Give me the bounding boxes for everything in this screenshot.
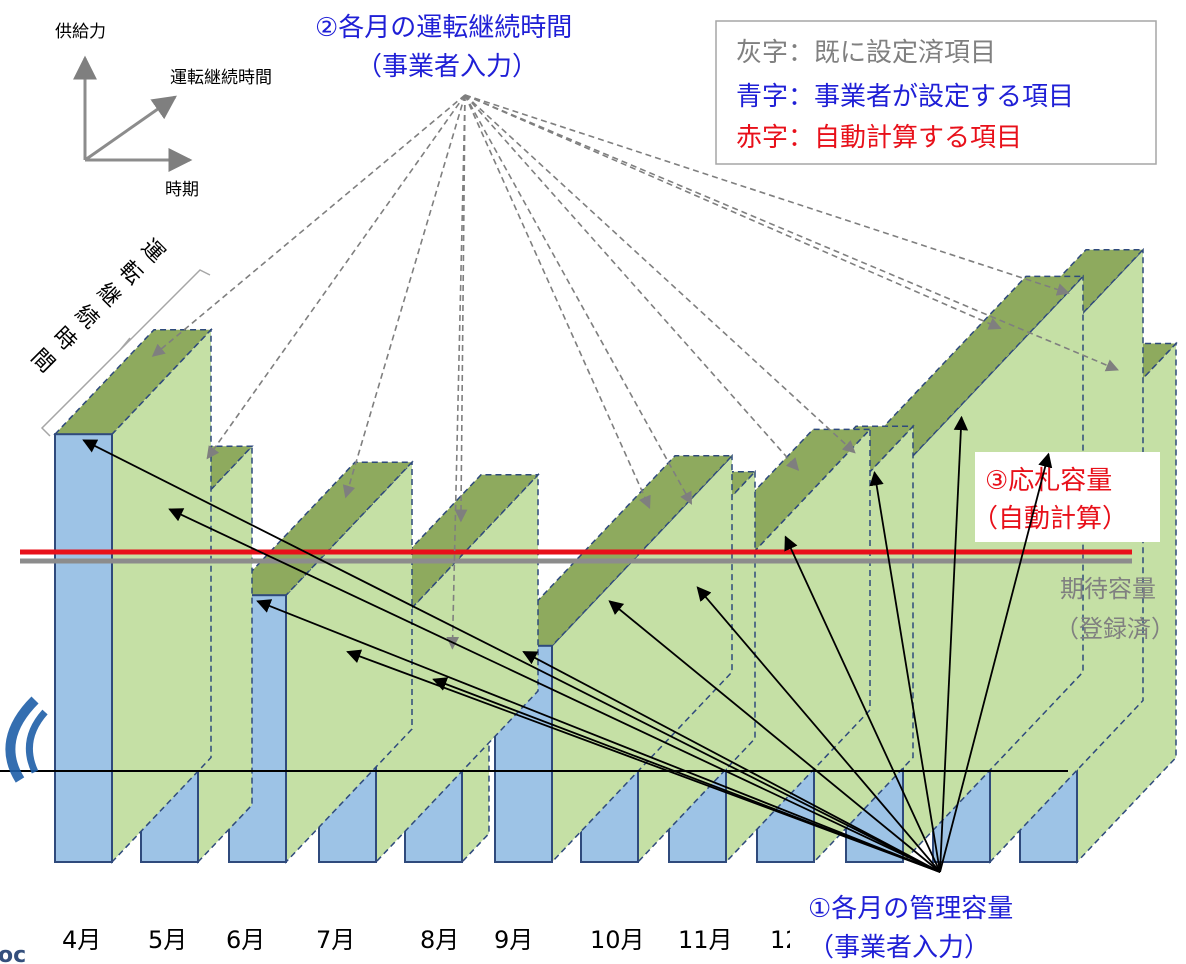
month-label: 11月 <box>678 926 733 954</box>
duration-arrow <box>151 94 466 357</box>
capacity-arrow <box>939 452 1053 873</box>
duration-arrow <box>464 94 800 471</box>
legend-blue-text: 青字：事業者が設定する項目 <box>736 82 1074 112</box>
capacity-arrow <box>168 508 941 873</box>
supply-axis-label: 供給力 <box>55 22 106 42</box>
duration-arrow <box>464 94 1070 296</box>
duration-arrow <box>446 94 466 650</box>
duration-bracket <box>40 269 211 437</box>
duration-arrow <box>464 94 651 509</box>
capacity-bar-front <box>54 433 113 863</box>
mgmt-callout-sub: （事業者入力） <box>808 933 990 963</box>
month-axis-labels: 4月 5月 6月 7月 8月 9月 10月 11月 12 <box>62 926 801 954</box>
svg-text:oc: oc <box>0 943 26 964</box>
axes-legend: 供給力 運転継続時間 時期 <box>55 22 272 200</box>
organization-logo: oc <box>0 696 48 964</box>
bracket-char: 間 <box>26 345 59 378</box>
legend-gray-text: 灰字：既に設定済項目 <box>736 38 996 68</box>
month-label: 7月 <box>316 926 355 954</box>
duration-axis-arrow <box>84 95 177 162</box>
expected-callout-title: 期待容量 <box>1060 575 1156 603</box>
expected-callout-sub: （登録済） <box>1055 615 1175 643</box>
bracket-char: 続 <box>70 301 103 334</box>
capacity-arrow <box>256 599 941 873</box>
mgmt-callout-title: ①各月の管理容量 <box>808 894 1013 924</box>
duration-arrow <box>206 94 466 460</box>
month-label: 5月 <box>148 926 187 954</box>
month-label: 9月 <box>494 926 533 954</box>
duration-axis-label: 運転継続時間 <box>170 68 272 88</box>
month-label: 4月 <box>62 926 101 954</box>
duration-arrows <box>151 94 1119 650</box>
capacity-arrow <box>869 470 941 873</box>
bracket-char: 運 <box>136 235 169 268</box>
capacity-arrow <box>82 439 941 873</box>
duration-callout-sub: （事業者入力） <box>356 52 538 82</box>
bracket-char: 時 <box>48 323 81 356</box>
month-bar-1 <box>53 327 213 864</box>
capacity-arrow <box>784 535 941 873</box>
bid-callout-title: ③応札容量 <box>985 466 1112 496</box>
legend-red-text: 赤字：自動計算する項目 <box>736 123 1022 153</box>
mgmt-callout-bg <box>790 882 1060 964</box>
legend-box: 灰字：既に設定済項目 青字：事業者が設定する項目 赤字：自動計算する項目 <box>715 20 1157 165</box>
month-label: 10月 <box>590 926 645 954</box>
duration-arrow <box>464 94 1119 372</box>
capacity-arrow <box>939 415 969 873</box>
capacity-arrow <box>432 677 941 873</box>
bracket-char: 転 <box>114 257 147 290</box>
capacity-arrow <box>522 651 941 873</box>
duration-arrow <box>464 94 856 454</box>
duration-arrow <box>464 94 1002 330</box>
bid-callout-bg <box>975 452 1160 542</box>
capacity-arrow <box>608 600 941 873</box>
duration-arrow <box>454 94 468 523</box>
duration-callout-title: ②各月の運転継続時間 <box>315 13 572 43</box>
period-axis-label: 時期 <box>165 180 199 200</box>
duration-arrow <box>464 94 693 505</box>
bid-callout-sub: （自動計算） <box>972 504 1128 534</box>
duration-arrow <box>342 94 466 499</box>
month-label: 8月 <box>420 926 459 954</box>
capacity-arrows <box>82 415 1053 873</box>
bracket-char: 継 <box>92 279 125 312</box>
capacity-arrow <box>696 586 941 873</box>
duration-top-face <box>844 275 1085 468</box>
month-label: 6月 <box>226 926 265 954</box>
duration-side-face <box>375 472 539 864</box>
